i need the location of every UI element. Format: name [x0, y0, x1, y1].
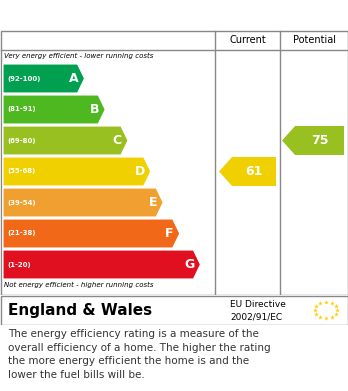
- Polygon shape: [3, 64, 85, 93]
- Text: 75: 75: [311, 134, 328, 147]
- Polygon shape: [3, 188, 163, 217]
- Polygon shape: [3, 219, 180, 248]
- Text: D: D: [135, 165, 145, 178]
- Text: F: F: [165, 227, 174, 240]
- Text: 2002/91/EC: 2002/91/EC: [230, 312, 282, 321]
- Text: The energy efficiency rating is a measure of the
overall efficiency of a home. T: The energy efficiency rating is a measur…: [8, 329, 271, 380]
- Text: (81-91): (81-91): [7, 106, 35, 113]
- Text: B: B: [90, 103, 99, 116]
- Text: E: E: [149, 196, 157, 209]
- Text: Energy Efficiency Rating: Energy Efficiency Rating: [8, 7, 210, 23]
- Text: C: C: [113, 134, 122, 147]
- Polygon shape: [3, 126, 128, 155]
- Text: EU Directive: EU Directive: [230, 300, 286, 309]
- Text: England & Wales: England & Wales: [8, 303, 152, 317]
- Text: 61: 61: [245, 165, 263, 178]
- Text: G: G: [184, 258, 195, 271]
- Text: Current: Current: [229, 35, 266, 45]
- Polygon shape: [219, 157, 276, 186]
- Text: Very energy efficient - lower running costs: Very energy efficient - lower running co…: [4, 53, 153, 59]
- Polygon shape: [3, 157, 151, 186]
- Text: (69-80): (69-80): [7, 138, 35, 143]
- Text: Potential: Potential: [293, 35, 335, 45]
- Text: A: A: [69, 72, 79, 85]
- Text: (39-54): (39-54): [7, 199, 35, 206]
- Polygon shape: [282, 126, 344, 155]
- Text: (1-20): (1-20): [7, 262, 31, 267]
- Polygon shape: [3, 250, 200, 279]
- Text: (21-38): (21-38): [7, 231, 35, 237]
- Text: (55-68): (55-68): [7, 169, 35, 174]
- Text: (92-100): (92-100): [7, 75, 40, 81]
- Polygon shape: [3, 95, 105, 124]
- Text: Not energy efficient - higher running costs: Not energy efficient - higher running co…: [4, 282, 153, 288]
